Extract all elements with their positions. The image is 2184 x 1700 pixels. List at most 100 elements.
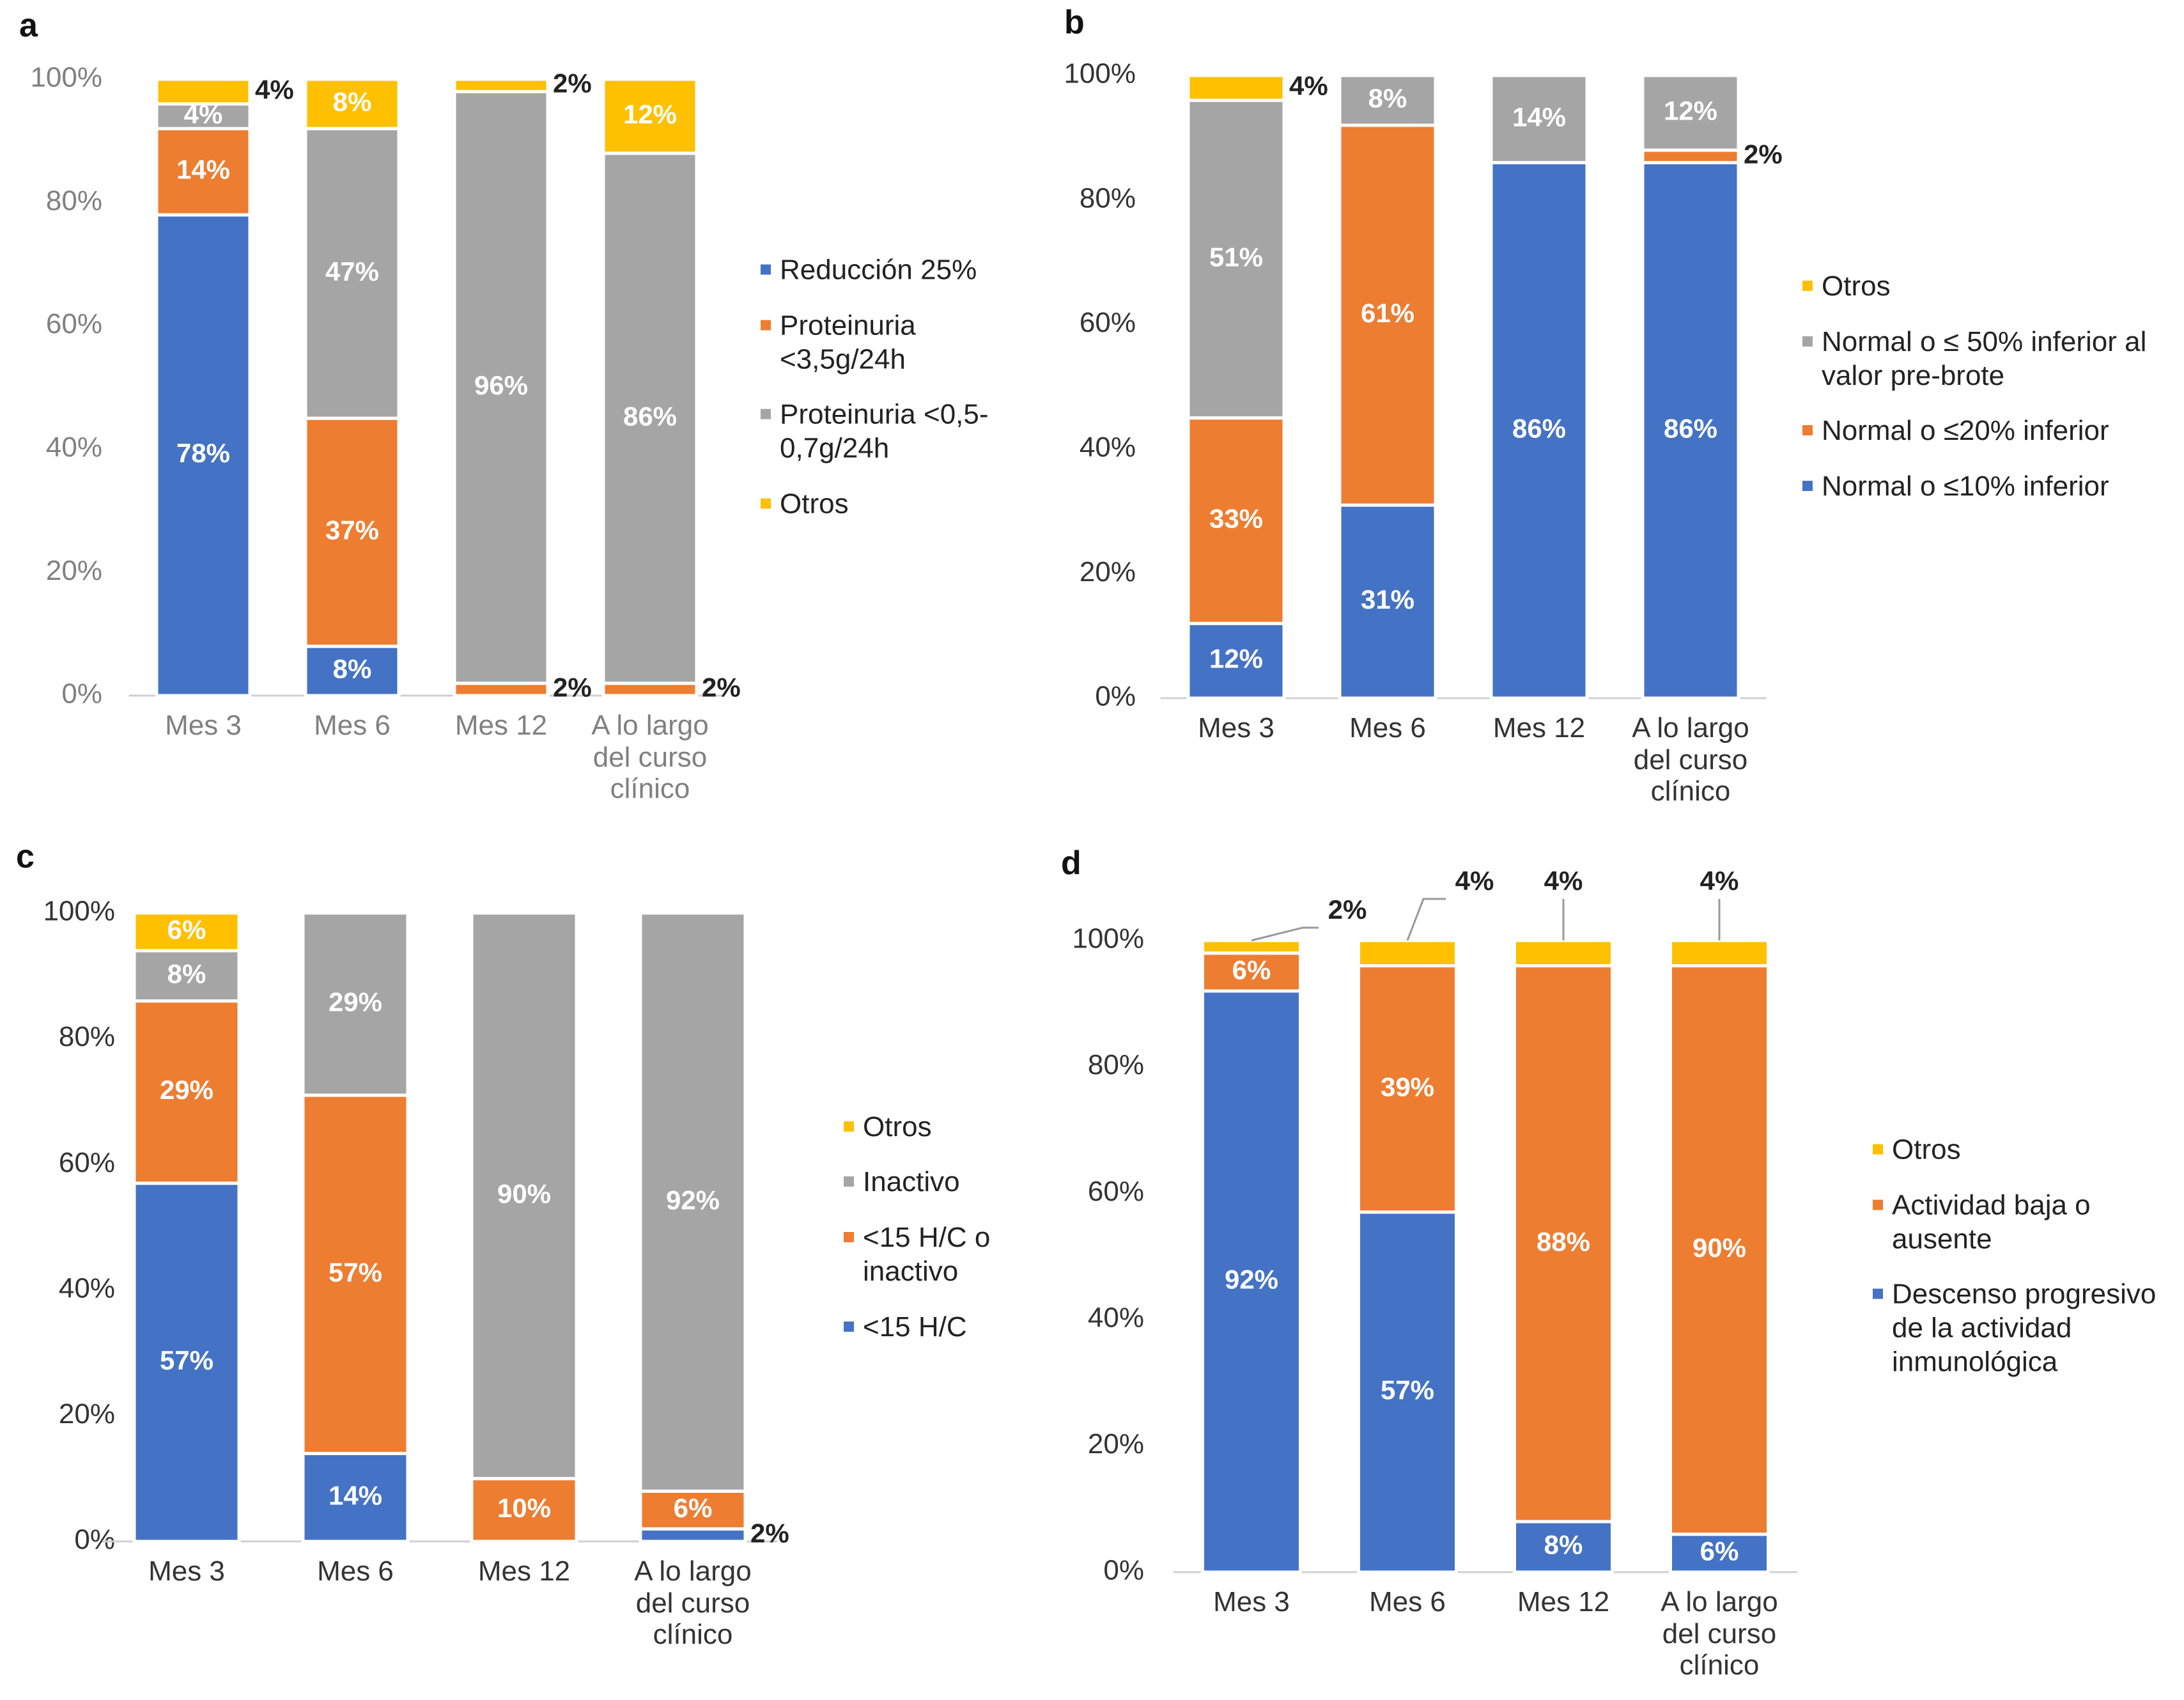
bar-segment [1513,939,1614,968]
legend-item: <15 H/C o inactivo [844,1221,1035,1289]
bar-segment [132,911,241,953]
bar-segment [453,90,550,685]
data-label: 47% [325,256,379,286]
data-label: 33% [1209,504,1263,534]
data-label: 92% [666,1185,720,1215]
data-label: 92% [1225,1265,1278,1295]
bar-segment [132,949,241,1003]
data-label: 8% [1544,1530,1583,1560]
y-tick-label: 60% [46,308,102,339]
legend-label: Descenso progresivo de la actividad inmu… [1892,1279,2157,1378]
data-label: 6% [1232,955,1271,985]
legend-swatch [844,1176,854,1187]
panel-letter: a [19,7,38,44]
data-label: 39% [1381,1072,1434,1102]
panel-letter: b [1064,4,1085,41]
bar-segment [304,416,401,648]
data-label: 96% [474,370,528,400]
data-label: 6% [1700,1536,1739,1566]
y-tick-label: 80% [1080,182,1136,214]
bar-segment [304,77,401,130]
bar-segment [301,1093,410,1455]
x-tick-label: A lo largo del curso clínico [1661,1586,1778,1681]
bar-segment [1201,939,1302,955]
data-label: 6% [674,1493,713,1523]
legend-label: Proteinuria <0,5-0,7g/24h [780,399,989,464]
legend-label: Normal o ≤10% inferior [1822,471,2109,503]
data-label: 8% [333,87,372,117]
data-label: 86% [623,401,677,431]
legend-item: Proteinuria <3,5g/24h [761,309,1016,377]
data-label: 88% [1537,1226,1590,1256]
data-label: 2% [750,1518,789,1548]
legend-swatch [1802,281,1813,292]
y-tick-label: 0% [74,1524,115,1556]
data-label: 61% [1361,298,1414,328]
bar-segment [1513,964,1614,1524]
legend-label: Otros [780,488,849,520]
data-label: 57% [329,1257,382,1287]
x-tick-label: Mes 6 [1349,712,1426,744]
y-tick-label: 100% [43,896,115,927]
y-tick-label: 40% [59,1272,115,1304]
y-tick-label: 0% [61,678,102,710]
data-label: 10% [497,1493,551,1523]
data-label: 86% [1664,413,1717,443]
bar-segment [1489,160,1589,700]
x-tick-label: Mes 12 [1517,1586,1610,1618]
bar-segment [601,77,699,155]
bar-segment [470,911,578,1481]
data-label: 2% [1328,894,1367,924]
data-label: 57% [1381,1375,1434,1405]
bar-segment [301,911,410,1097]
data-label: 90% [1692,1233,1746,1263]
legend-label: Normal o ≤ 50% inferior al valor pre-bro… [1822,325,2147,391]
x-tick-label: A lo largo del curso clínico [1632,712,1749,807]
bar-segment [155,213,252,698]
x-tick-label: Mes 3 [148,1556,225,1587]
bar-segment [304,127,401,420]
y-tick-label: 0% [1095,681,1136,712]
data-label: 8% [333,654,372,684]
data-label: 6% [167,915,206,945]
bar-segment [304,644,401,698]
bar-segment [1641,74,1740,152]
bar-segment [1513,1520,1614,1574]
legend-item: Otros [761,488,1016,522]
x-tick-label: Mes 12 [1492,712,1586,744]
y-tick-label: 100% [1064,58,1136,90]
bar-segment [453,77,550,93]
legend-label: <15 H/C [863,1311,967,1343]
legend-swatch [761,264,771,275]
legend-label: Inactivo [863,1166,960,1198]
data-label: 12% [1664,96,1717,126]
bar-segment [301,1451,410,1543]
data-label: 2% [1744,139,1783,169]
legend-item: Otros [844,1111,1035,1144]
data-label: 2% [702,672,741,702]
data-label: 8% [167,958,206,988]
x-tick-label: Mes 3 [1213,1586,1290,1618]
legend-label: <15 H/C o inactivo [863,1222,991,1287]
bar-segment [1338,123,1437,507]
y-tick-label: 60% [59,1147,115,1178]
legend-swatch [1802,336,1813,347]
bar-segment [1641,148,1740,164]
leader-line [1406,898,1446,941]
data-label: 29% [329,987,382,1017]
data-label: 12% [1209,644,1263,674]
bar-segment [1338,503,1437,700]
bar-segment [1489,74,1589,164]
legend-swatch [1873,1144,1883,1155]
legend-item: Inactivo [844,1166,1035,1199]
panel-letter: d [1061,845,1081,882]
data-label: 14% [329,1480,382,1510]
x-tick-label: Mes 6 [317,1556,394,1587]
y-tick-label: 80% [59,1021,115,1052]
legend-item: Normal o ≤10% inferior [1802,470,2160,504]
data-label: 4% [1455,866,1494,896]
y-tick-label: 40% [1088,1302,1144,1333]
y-tick-label: 20% [46,555,102,586]
bar-segment [1186,416,1286,625]
